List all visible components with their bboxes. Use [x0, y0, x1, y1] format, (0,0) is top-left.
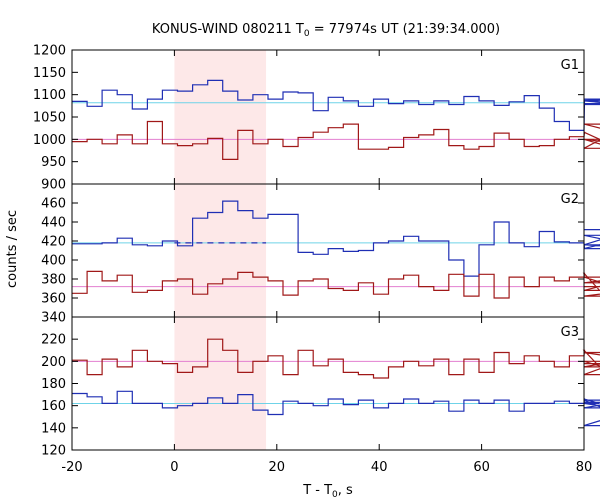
x-tick-label: -20: [61, 460, 82, 475]
x-tick-label: 60: [473, 460, 490, 475]
x-tick-label: 40: [371, 460, 388, 475]
g1-series-hi: [72, 79, 600, 131]
g3-y-tick-label: 120: [41, 444, 66, 459]
g3-series-hi: [72, 390, 600, 427]
highlight-band: [174, 50, 267, 450]
g2-series-lo: [72, 270, 600, 299]
g2-y-tick-label: 420: [41, 235, 66, 250]
g2-y-tick-label: 380: [41, 273, 66, 288]
g1-y-tick-label: 1050: [33, 111, 66, 126]
g3-frame: [71, 316, 585, 451]
g2-y-tick-label: 440: [41, 216, 66, 231]
g1-y-tick-label: 1200: [33, 44, 66, 59]
g2-y-tick-label: 340: [41, 311, 66, 326]
g3-y-tick-label: 200: [41, 355, 66, 370]
x-tick-label: 20: [269, 460, 286, 475]
g3-series-lo: [72, 338, 600, 379]
x-tick-label: 0: [170, 460, 178, 475]
chart-title: KONUS-WIND 080211 T0 = 77974s UT (21:39:…: [152, 22, 500, 39]
g1-panel-label: G1: [561, 58, 579, 73]
g2-series-hi: [72, 200, 600, 277]
y-axis-label: counts / sec: [5, 210, 20, 288]
g1-series-lo: [72, 120, 600, 160]
g3-y-tick-label: 160: [41, 399, 66, 414]
g2-y-tick-label: 360: [41, 292, 66, 307]
g3-panel-label: G3: [561, 325, 579, 340]
g2-y-tick-label: 400: [41, 254, 66, 269]
x-axis-label: T - T0, s: [302, 483, 353, 500]
g1-frame: [71, 49, 585, 185]
plot-layer: 90095010001050110011501200G1340360380400…: [33, 44, 600, 475]
g3-y-tick-label: 180: [41, 377, 66, 392]
g1-y-tick-label: 1100: [33, 88, 66, 103]
x-tick-label: 80: [576, 460, 593, 475]
g1-y-tick-label: 950: [41, 155, 66, 170]
g3-y-tick-label: 220: [41, 333, 66, 348]
g2-y-tick-label: 460: [41, 197, 66, 212]
g1-y-tick-label: 900: [41, 178, 66, 193]
g1-y-tick-label: 1000: [33, 133, 66, 148]
g3-y-tick-label: 140: [41, 421, 66, 436]
g2-panel-label: G2: [561, 192, 579, 207]
g1-y-tick-label: 1150: [33, 66, 66, 81]
